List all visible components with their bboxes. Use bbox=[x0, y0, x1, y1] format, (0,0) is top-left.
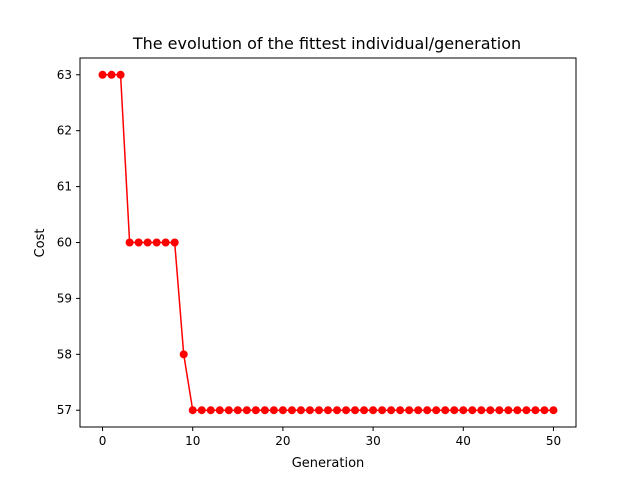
data-point bbox=[549, 406, 558, 415]
data-point bbox=[143, 238, 152, 247]
data-point bbox=[387, 406, 396, 415]
data-point bbox=[116, 70, 125, 79]
y-tick-label: 58 bbox=[57, 347, 72, 361]
data-point bbox=[269, 406, 278, 415]
data-point bbox=[287, 406, 296, 415]
x-tick-label: 50 bbox=[546, 434, 561, 448]
data-point bbox=[504, 406, 513, 415]
data-point bbox=[459, 406, 468, 415]
axes-frame bbox=[79, 57, 577, 428]
x-axis-label: Generation bbox=[292, 456, 365, 471]
x-axis: 0 10 20 30 40 50 bbox=[99, 427, 561, 448]
data-point bbox=[531, 406, 540, 415]
data-point bbox=[405, 406, 414, 415]
data-point bbox=[305, 406, 314, 415]
data-point bbox=[495, 406, 504, 415]
data-point bbox=[296, 406, 305, 415]
data-point bbox=[486, 406, 495, 415]
data-point bbox=[170, 238, 179, 247]
data-point bbox=[206, 406, 215, 415]
data-point bbox=[324, 406, 332, 415]
data-point bbox=[414, 406, 423, 415]
y-axis: 57 58 59 60 61 62 63 bbox=[57, 68, 80, 417]
data-point bbox=[98, 70, 107, 79]
chart-title: The evolution of the fittest individual/… bbox=[132, 34, 521, 53]
data-point bbox=[197, 406, 206, 415]
data-point bbox=[242, 406, 251, 415]
data-point bbox=[432, 406, 441, 415]
x-tick-label: 40 bbox=[456, 434, 471, 448]
data-point bbox=[378, 406, 387, 415]
data-point bbox=[513, 406, 522, 415]
data-point bbox=[260, 406, 269, 415]
y-axis-label: Cost bbox=[33, 229, 48, 258]
data-point bbox=[251, 406, 260, 415]
data-point bbox=[468, 406, 477, 415]
data-point bbox=[522, 406, 531, 415]
data-point bbox=[161, 238, 170, 247]
data-point bbox=[125, 238, 134, 247]
data-point bbox=[107, 70, 116, 79]
data-point bbox=[179, 350, 188, 359]
data-point bbox=[215, 406, 224, 415]
data-point bbox=[233, 406, 242, 415]
data-point bbox=[351, 406, 360, 415]
data-point bbox=[333, 406, 342, 415]
data-point bbox=[441, 406, 450, 415]
data-point bbox=[423, 406, 432, 415]
data-point bbox=[450, 406, 459, 415]
y-tick-label: 62 bbox=[57, 124, 72, 138]
data-point bbox=[477, 406, 486, 415]
data-point bbox=[342, 406, 351, 415]
x-tick-label: 30 bbox=[365, 434, 380, 448]
data-point bbox=[134, 238, 143, 247]
x-tick-label: 10 bbox=[185, 434, 200, 448]
y-tick-label: 60 bbox=[57, 236, 72, 250]
data-point bbox=[152, 238, 161, 247]
data-point bbox=[360, 406, 369, 415]
data-point bbox=[369, 406, 378, 415]
y-tick-label: 63 bbox=[57, 68, 72, 82]
x-tick-label: 20 bbox=[275, 434, 290, 448]
y-tick-label: 57 bbox=[57, 403, 72, 417]
data-point bbox=[396, 406, 405, 415]
data-point bbox=[188, 406, 197, 415]
y-tick-label: 59 bbox=[57, 291, 72, 305]
data-point bbox=[314, 406, 323, 415]
y-tick-label: 61 bbox=[57, 180, 72, 194]
series-layer bbox=[98, 70, 558, 415]
data-point bbox=[540, 406, 549, 415]
data-point bbox=[278, 406, 287, 415]
data-point bbox=[224, 406, 233, 415]
x-tick-label: 0 bbox=[99, 434, 107, 448]
